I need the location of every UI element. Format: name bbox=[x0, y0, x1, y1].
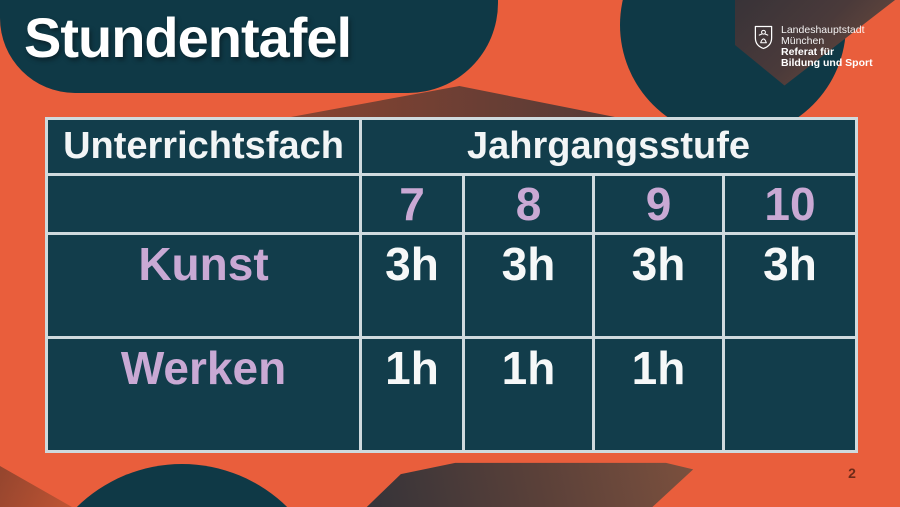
table-row: Unterrichtsfach Jahrgangsstufe bbox=[45, 117, 859, 176]
grade-group-header-cell: Jahrgangsstufe bbox=[358, 117, 859, 176]
kunst-hours-9-cell: 3h bbox=[592, 232, 725, 339]
grade-9-cell: 9 bbox=[592, 173, 725, 235]
bottom-gradient-blob-shape bbox=[366, 462, 694, 507]
subject-kunst-cell: Kunst bbox=[45, 232, 362, 339]
grade-10-cell: 10 bbox=[721, 173, 859, 235]
grade-8-cell: 8 bbox=[462, 173, 595, 235]
empty-cell bbox=[45, 173, 362, 235]
bottom-left-circle-shape bbox=[32, 464, 332, 507]
kunst-hours-7-cell: 3h bbox=[359, 232, 465, 339]
table-row: 7 8 9 10 bbox=[45, 173, 859, 235]
munich-logo: Landeshauptstadt München Referat für Bil… bbox=[753, 25, 873, 69]
kunst-hours-10-cell: 3h bbox=[721, 232, 859, 339]
bottom-corner-triangle-shape bbox=[0, 466, 72, 507]
werken-hours-8-cell: 1h bbox=[462, 336, 595, 453]
kunst-hours-8-cell: 3h bbox=[462, 232, 595, 339]
werken-hours-9-cell: 1h bbox=[592, 336, 725, 453]
werken-hours-10-cell bbox=[721, 336, 859, 453]
table-row: Werken 1h 1h 1h bbox=[45, 336, 859, 453]
munich-coat-of-arms-icon bbox=[753, 25, 774, 55]
grade-7-cell: 7 bbox=[359, 173, 465, 235]
logo-dept-line1: Referat für bbox=[781, 46, 835, 58]
logo-org-line2: München bbox=[781, 35, 825, 47]
werken-hours-7-cell: 1h bbox=[359, 336, 465, 453]
header-band-shape bbox=[0, 0, 498, 93]
logo-dept-line2: Bildung und Sport bbox=[781, 57, 873, 69]
munich-logo-text: Landeshauptstadt München Referat für Bil… bbox=[781, 25, 873, 69]
subject-header-cell: Unterrichtsfach bbox=[45, 117, 362, 176]
page-number: 2 bbox=[848, 465, 856, 481]
table-row: Kunst 3h 3h 3h 3h bbox=[45, 232, 859, 339]
logo-org-line1: Landeshauptstadt bbox=[781, 24, 865, 36]
stundentafel-table: Unterrichtsfach Jahrgangsstufe 7 8 9 10 … bbox=[45, 117, 859, 453]
subject-werken-cell: Werken bbox=[45, 336, 362, 453]
slide-title: Stundentafel bbox=[24, 6, 352, 69]
